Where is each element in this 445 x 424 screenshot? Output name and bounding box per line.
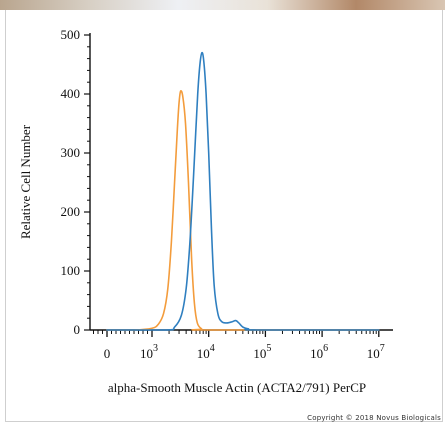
x-axis-label: alpha-Smooth Muscle Actin (ACTA2/791) Pe… xyxy=(108,380,366,395)
histogram-series-1 xyxy=(106,89,380,331)
copyright-notice: Copyright © 2018 Novus Biologicals xyxy=(307,414,441,422)
x-tick-label: 105 xyxy=(253,343,271,361)
top-image-strip xyxy=(0,0,445,10)
y-tick-label: 200 xyxy=(61,204,81,219)
x-tick-label: 0 xyxy=(104,346,111,361)
y-tick-label: 100 xyxy=(61,263,81,278)
y-axis-label: Relative Cell Number xyxy=(18,124,33,239)
y-tick-label: 500 xyxy=(61,27,81,42)
y-tick-label: 0 xyxy=(74,322,81,337)
figure-frame xyxy=(5,10,443,422)
x-tick-label: 106 xyxy=(310,343,328,361)
histogram-curves xyxy=(106,51,380,331)
histogram-series-2 xyxy=(106,51,380,331)
x-tick-label: 104 xyxy=(197,343,215,361)
y-tick-label: 400 xyxy=(61,86,81,101)
axes: 0 100 200 300 400 500 0 103 104 105 106 107 xyxy=(61,27,393,361)
x-tick-label: 103 xyxy=(140,343,158,361)
x-tick-label: 107 xyxy=(367,343,385,361)
y-tick-label: 300 xyxy=(61,145,81,160)
